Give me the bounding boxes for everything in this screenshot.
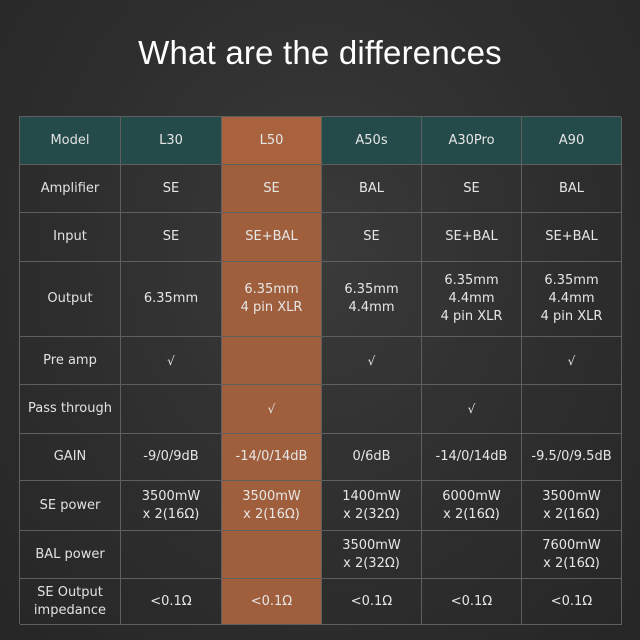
table-cell: 0/6dB	[322, 434, 422, 481]
check-mark: √	[422, 385, 522, 434]
table-cell: <0.1Ω	[422, 579, 522, 625]
table-cell: -9/0/9dB	[121, 434, 222, 481]
table-cell: 6.35mm 4.4mm	[322, 262, 422, 337]
row-label-se-power: SE power	[20, 481, 121, 531]
page-title: What are the differences	[138, 34, 502, 71]
check-mark	[121, 385, 222, 434]
header-cell-a30pro: A30Pro	[422, 117, 522, 165]
row-label-bal-power: BAL power	[20, 531, 121, 579]
table-cell: BAL	[322, 165, 422, 213]
table-cell: 3500mW x 2(16Ω)	[522, 481, 622, 531]
check-mark	[422, 337, 522, 385]
table-cell: SE	[121, 213, 222, 262]
table-cell: SE+BAL	[222, 213, 322, 262]
row-label-se-output-impedance: SE Output impedance	[20, 579, 121, 625]
check-mark: √	[121, 337, 222, 385]
header-cell-l30: L30	[121, 117, 222, 165]
table-cell: 6.35mm 4.4mm 4 pin XLR	[422, 262, 522, 337]
table-cell: 3500mW x 2(16Ω)	[121, 481, 222, 531]
check-mark: √	[322, 337, 422, 385]
row-label-gain: GAIN	[20, 434, 121, 481]
table-cell	[121, 531, 222, 579]
comparison-table: Model L30 L50 A50s A30Pro A90 Amplifier …	[19, 116, 622, 625]
check-mark	[322, 385, 422, 434]
table-cell	[222, 531, 322, 579]
table-cell: 3500mW x 2(32Ω)	[322, 531, 422, 579]
header-cell-l50: L50	[222, 117, 322, 165]
check-mark	[222, 337, 322, 385]
header-cell-a50s: A50s	[322, 117, 422, 165]
table-cell	[422, 531, 522, 579]
header-cell-model: Model	[20, 117, 121, 165]
table-cell: 6.35mm	[121, 262, 222, 337]
table-cell: -14/0/14dB	[222, 434, 322, 481]
table-cell: SE+BAL	[422, 213, 522, 262]
table-cell: 6.35mm 4 pin XLR	[222, 262, 322, 337]
table-cell: <0.1Ω	[121, 579, 222, 625]
table-cell: <0.1Ω	[222, 579, 322, 625]
row-label-output: Output	[20, 262, 121, 337]
row-label-pass-through: Pass through	[20, 385, 121, 434]
table-cell: 6.35mm 4.4mm 4 pin XLR	[522, 262, 622, 337]
table-cell: 6000mW x 2(16Ω)	[422, 481, 522, 531]
check-mark: √	[222, 385, 322, 434]
table-cell: SE	[422, 165, 522, 213]
table-cell: 7600mW x 2(16Ω)	[522, 531, 622, 579]
table-cell: 3500mW x 2(16Ω)	[222, 481, 322, 531]
table-cell: SE	[322, 213, 422, 262]
table-cell: BAL	[522, 165, 622, 213]
table-cell: SE+BAL	[522, 213, 622, 262]
table-cell: 1400mW x 2(32Ω)	[322, 481, 422, 531]
header-cell-a90: A90	[522, 117, 622, 165]
row-label-input: Input	[20, 213, 121, 262]
row-label-amplifier: Amplifier	[20, 165, 121, 213]
table-cell: -14/0/14dB	[422, 434, 522, 481]
row-label-pre-amp: Pre amp	[20, 337, 121, 385]
table-cell: SE	[222, 165, 322, 213]
table-cell: SE	[121, 165, 222, 213]
table-cell: <0.1Ω	[322, 579, 422, 625]
table-cell: -9.5/0/9.5dB	[522, 434, 622, 481]
check-mark: √	[522, 337, 622, 385]
check-mark	[522, 385, 622, 434]
table-cell: <0.1Ω	[522, 579, 622, 625]
